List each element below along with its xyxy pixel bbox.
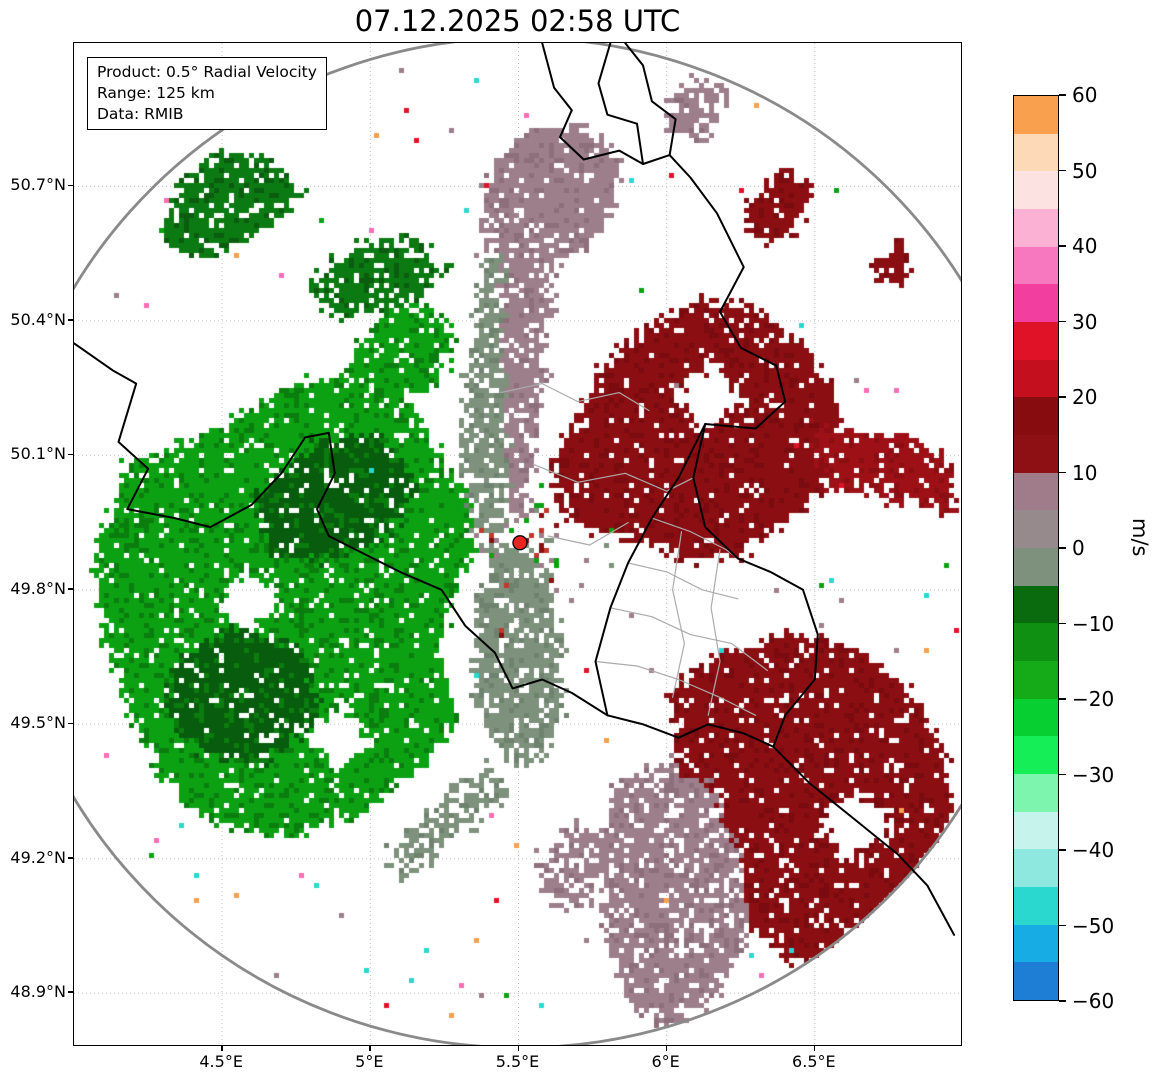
colorbar-tick-mark (1059, 245, 1066, 247)
colorbar-band (1014, 171, 1058, 210)
colorbar-tick-label: −20 (1072, 687, 1115, 711)
colorbar-band (1014, 774, 1058, 812)
colorbar-tick-mark (1059, 169, 1066, 172)
x-tick-mark (665, 1046, 668, 1051)
colorbar-band (1014, 472, 1058, 511)
colorbar-tick-label: −10 (1072, 611, 1115, 636)
colorbar-band (1014, 924, 1058, 963)
colorbar-tick-label: 60 (1072, 83, 1098, 107)
country-border-line (541, 43, 956, 936)
colorbar-band (1014, 209, 1058, 247)
admin-border-line (672, 531, 685, 698)
y-tick-mark (68, 857, 73, 859)
colorbar-tick-label: 10 (1072, 460, 1098, 485)
y-tick-mark (68, 722, 73, 725)
colorbar-tick-label: −30 (1072, 762, 1115, 787)
y-tick-label: 50.4°N (10, 309, 66, 329)
product-info-box: Product: 0.5° Radial Velocity Range: 125… (87, 57, 327, 131)
x-tick-label: 5.5°E (495, 1052, 540, 1071)
x-tick-label: 5°E (355, 1052, 384, 1071)
admin-border-line (707, 548, 721, 716)
admin-border-line (547, 522, 629, 546)
colorbar-unit-label: m/s (1128, 518, 1152, 557)
admin-border-line (651, 517, 739, 559)
colorbar-band (1014, 133, 1058, 172)
colorbar-tick-mark (1059, 471, 1066, 474)
colorbar-tick-label: 20 (1072, 385, 1098, 409)
colorbar-tick-label: −50 (1072, 913, 1115, 938)
country-border-line (624, 43, 677, 157)
range-line: Range: 125 km (97, 83, 215, 102)
colorbar-band (1014, 623, 1058, 662)
y-tick-mark (68, 319, 73, 321)
colorbar-band (1014, 962, 1058, 1001)
colorbar-band (1014, 96, 1058, 134)
chart-title: 07.12.2025 02:58 UTC (354, 4, 681, 38)
colorbar-tick-mark (1059, 1000, 1066, 1002)
colorbar-band (1014, 849, 1058, 888)
admin-border-line (609, 607, 768, 672)
colorbar-band (1014, 322, 1058, 360)
y-tick-label: 48.9°N (10, 982, 66, 1002)
country-border-line (597, 43, 644, 165)
admin-border-line (500, 383, 650, 412)
colorbar-band (1014, 510, 1058, 549)
x-tick-label: 6.5°E (792, 1052, 836, 1071)
y-tick-mark (68, 991, 73, 993)
colorbar-tick-label: 0 (1072, 536, 1085, 560)
colorbar (1013, 95, 1059, 1001)
colorbar-tick-mark (1059, 773, 1066, 776)
colorbar-tick-label: 50 (1072, 158, 1098, 183)
colorbar-band (1014, 435, 1058, 473)
colorbar-band (1014, 585, 1058, 624)
x-tick-mark (369, 1046, 371, 1051)
colorbar-band (1014, 284, 1058, 323)
country-border-line (594, 423, 707, 717)
colorbar-tick-mark (1059, 698, 1066, 700)
y-tick-mark (68, 184, 73, 187)
admin-border-line (594, 660, 757, 716)
colorbar-tick-mark (1059, 924, 1066, 927)
colorbar-tick-mark (1059, 396, 1066, 398)
colorbar-tick-mark (1059, 622, 1066, 625)
y-tick-label: 49.2°N (10, 847, 66, 867)
y-tick-label: 49.5°N (10, 713, 66, 733)
x-tick-label: 6°E (651, 1052, 680, 1071)
colorbar-band (1014, 397, 1058, 436)
admin-border-line (627, 562, 739, 600)
colorbar-tick-mark (1059, 849, 1066, 851)
colorbar-tick-mark (1059, 94, 1066, 96)
y-tick-label: 50.7°N (10, 175, 66, 195)
country-border-line (74, 342, 775, 748)
plot-area (73, 42, 962, 1046)
colorbar-tick-label: −60 (1072, 989, 1115, 1013)
x-tick-mark (221, 1046, 223, 1051)
x-tick-mark (517, 1046, 519, 1051)
colorbar-band (1014, 548, 1058, 586)
y-tick-label: 49.8°N (10, 578, 66, 598)
colorbar-band (1014, 359, 1058, 398)
colorbar-tick-mark (1059, 320, 1066, 323)
colorbar-band (1014, 887, 1058, 925)
colorbar-band (1014, 246, 1058, 285)
y-tick-mark (68, 453, 73, 456)
colorbar-tick-mark (1059, 547, 1066, 549)
data-source-line: Data: RMIB (97, 104, 184, 123)
colorbar-band (1014, 661, 1058, 699)
colorbar-tick-label: −40 (1072, 838, 1115, 862)
colorbar-band (1014, 698, 1058, 737)
admin-border-line (532, 463, 694, 492)
radar-site-marker (512, 535, 528, 551)
x-tick-label: 4.5°E (199, 1052, 243, 1071)
colorbar-tick-label: 40 (1072, 234, 1098, 258)
product-line: Product: 0.5° Radial Velocity (97, 63, 317, 81)
colorbar-tick-label: 30 (1072, 309, 1098, 334)
y-tick-label: 50.1°N (10, 444, 66, 464)
map-overlay-layer (74, 43, 961, 1045)
colorbar-band (1014, 811, 1058, 850)
x-tick-mark (813, 1046, 816, 1051)
y-tick-mark (68, 588, 73, 590)
colorbar-band (1014, 736, 1058, 775)
